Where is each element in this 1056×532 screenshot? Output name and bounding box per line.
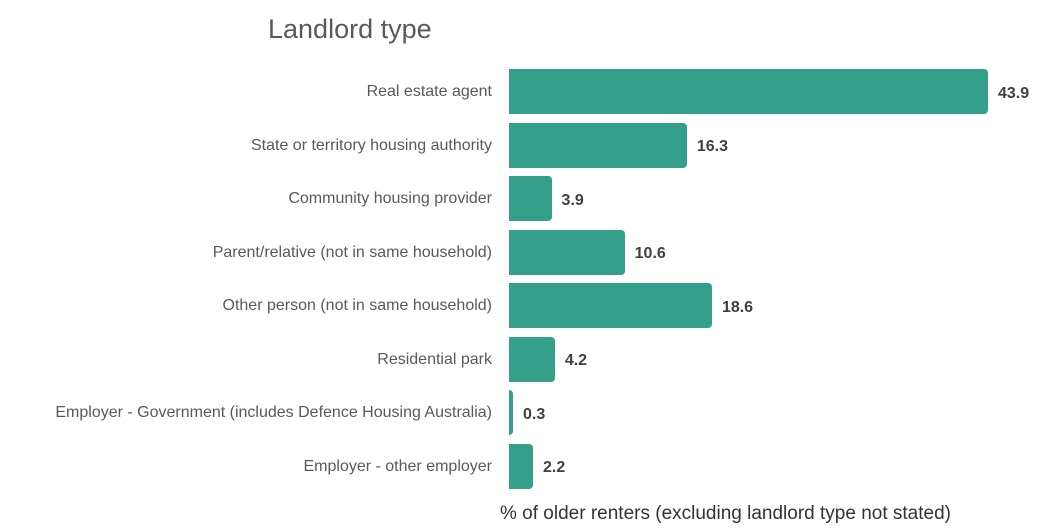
category-label: State or territory housing authority [250, 136, 492, 154]
bar-3 [509, 229, 625, 275]
bar-1 [509, 122, 687, 168]
x-axis-label: % of older renters (excluding landlord t… [500, 503, 951, 524]
category-label: Other person (not in same household) [222, 297, 492, 314]
data-label: 3.9 [561, 191, 584, 209]
data-label: 18.6 [721, 298, 754, 316]
category-label: Residential park [377, 350, 492, 368]
bar-2 [509, 176, 552, 221]
data-label: 4.2 [564, 352, 588, 369]
bar-5 [509, 336, 555, 382]
data-label: 2.2 [543, 459, 566, 476]
data-label: 10.6 [634, 245, 666, 262]
chart-title: Landlord type [268, 14, 432, 44]
category-label: Parent/relative (not in same household) [212, 243, 492, 261]
category-label: Real estate agent [366, 83, 492, 100]
bar-7 [509, 443, 533, 489]
data-label: 43.9 [998, 84, 1030, 102]
bar-6 [509, 390, 513, 435]
category-label: Employer - Government (includes Defence … [55, 404, 492, 421]
category-label: Employer - other employer [303, 457, 492, 475]
bar-0 [509, 69, 988, 114]
data-label: 16.3 [696, 138, 728, 155]
data-label: 0.3 [523, 405, 546, 423]
category-label: Community housing provider [288, 190, 492, 207]
bar-4 [509, 283, 712, 328]
